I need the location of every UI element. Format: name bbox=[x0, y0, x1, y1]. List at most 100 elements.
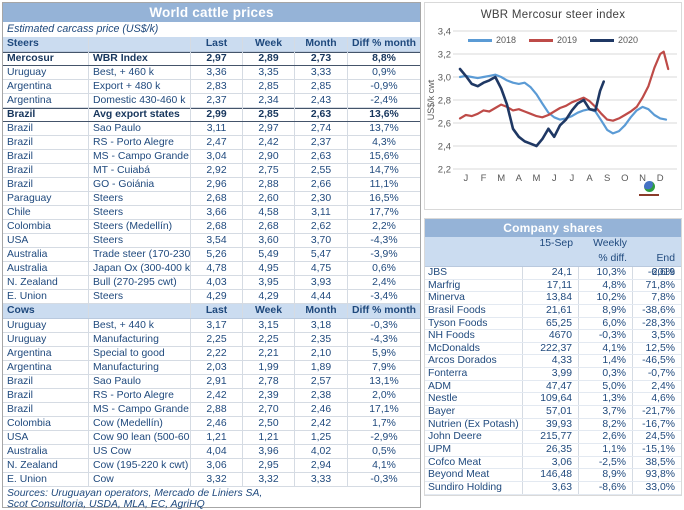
cell-month: 2,66 bbox=[295, 178, 348, 191]
cell-diff-month: -3,9% bbox=[370, 249, 398, 260]
cell-last: 3,17 bbox=[191, 319, 243, 332]
cell-diff-month: -4,3% bbox=[370, 235, 398, 246]
cell-company-name: Nestle bbox=[425, 393, 523, 406]
cell-country: USA bbox=[3, 234, 89, 247]
chart-plot-area: 2,22,42,62,83,03,23,4J F M A M J J A S O N DUS$/k c… bbox=[426, 27, 677, 184]
y-tick-label: 3,2 bbox=[438, 50, 451, 61]
cell-diff-month: 7,9% bbox=[372, 362, 396, 373]
cell-description: Cow (195-220 k cwt) bbox=[89, 459, 191, 472]
cell-description: GO - Goiánia bbox=[89, 178, 191, 191]
cell-weekly-diff: 0,3% bbox=[579, 368, 633, 380]
cell-month: 2,10 bbox=[295, 347, 348, 360]
cell-week: 2,21 bbox=[243, 347, 295, 360]
x-tick-label: M bbox=[497, 173, 505, 184]
section-name: Steers bbox=[3, 37, 89, 51]
cell-price: 21,61 bbox=[523, 304, 579, 317]
cell-diff-month: 15,6% bbox=[369, 151, 399, 162]
cell-diff-month: 16,5% bbox=[369, 193, 399, 204]
cell-last: 2,68 bbox=[191, 192, 243, 205]
cell-description: Sao Paulo bbox=[89, 122, 191, 135]
cell-month: 2,42 bbox=[295, 417, 348, 430]
cell-price: 57,01 bbox=[523, 406, 579, 418]
column-spacer bbox=[89, 37, 191, 51]
table-row: Brazil MS - Campo Grande 3,04 2,90 2,63 15,6% bbox=[3, 150, 420, 164]
y-tick-label: 3,0 bbox=[438, 73, 451, 84]
cell-description: Trade steer (170-230 k) bbox=[89, 248, 191, 261]
cell-weekly-diff: 4,1% bbox=[579, 342, 633, 355]
cell-end-2019: -21,7% bbox=[642, 406, 675, 418]
cell-end-2019: -0,7% bbox=[647, 368, 675, 380]
cell-last: 4,29 bbox=[191, 290, 243, 303]
cell-weekly-diff: 8,9% bbox=[579, 304, 633, 317]
legend-label-2018: 2018 bbox=[495, 35, 516, 45]
chart-title: WBR Mercosur steer index bbox=[480, 9, 626, 21]
cell-month: 2,35 bbox=[295, 333, 348, 346]
cell-diff-month: 0,9% bbox=[372, 67, 396, 78]
table-row: Brazil MT - Cuiabá 2,92 2,75 2,55 14,7% bbox=[3, 164, 420, 178]
table-row: Brazil Avg export states 2,99 2,85 2,63 13,6% bbox=[3, 108, 420, 122]
cell-weekly-diff: 1,3% bbox=[579, 393, 633, 406]
cell-diff-month: -3,4% bbox=[370, 291, 398, 302]
cell-price: 3,99 bbox=[523, 368, 579, 380]
cell-week: 2,60 bbox=[243, 192, 295, 205]
cell-country: Brazil bbox=[3, 375, 89, 388]
table-subtitle: Estimated carcass price (US$/k) bbox=[7, 23, 159, 35]
cell-diff-month: 17,7% bbox=[369, 207, 399, 218]
cell-last: 2,96 bbox=[191, 178, 243, 191]
cell-price: 24,1 bbox=[523, 267, 579, 279]
table-row: Australia Trade steer (170-230 k) 5,26 5,49… bbox=[3, 248, 420, 262]
cell-diff-month: 1,7% bbox=[372, 418, 396, 429]
company-row: Nestle 109,64 1,3% 4,6% bbox=[425, 393, 681, 407]
cell-company-name: Beyond Meat bbox=[425, 469, 523, 481]
company-shares-header: 15-Sep Weekly % diff. End 2019 bbox=[425, 237, 681, 278]
cell-weekly-diff: 8,9% bbox=[579, 469, 633, 481]
cell-description: Steers (Medellín) bbox=[89, 220, 191, 233]
cell-description: Manufacturing bbox=[89, 361, 191, 374]
cell-description: Sao Paulo bbox=[89, 375, 191, 388]
cell-description: Cow bbox=[89, 473, 191, 486]
cell-last: 2,91 bbox=[191, 375, 243, 388]
company-row: Nutrien (Ex Potash) 39,93 8,2% -16,7% bbox=[425, 418, 681, 432]
table-row: Brazil Sao Paulo 3,11 2,97 2,74 13,7% bbox=[3, 122, 420, 136]
cell-diff-month: 13,1% bbox=[369, 376, 399, 387]
cell-week: 2,97 bbox=[243, 122, 295, 135]
header-end-2019: End 2019 bbox=[651, 253, 675, 278]
table-row: Australia US Cow 4,04 3,96 4,02 0,5% bbox=[3, 445, 420, 459]
legend-item-2020: 2020 bbox=[590, 35, 638, 45]
cell-price: 3,63 bbox=[523, 481, 579, 494]
table-row: Chile Steers 3,66 4,58 3,11 17,7% bbox=[3, 206, 420, 220]
table-row: Colombia Steers (Medellín) 2,68 2,68 2,62 2,2… bbox=[3, 220, 420, 234]
logo-wordmark bbox=[639, 194, 659, 196]
column-header: Diff % month bbox=[351, 305, 417, 316]
cell-last: 3,36 bbox=[191, 66, 243, 79]
company-shares-table: Company shares 15-Sep Weekly % diff. End… bbox=[424, 218, 682, 496]
header-weekly-diff: Weekly % diff. bbox=[593, 238, 627, 264]
cell-month: 5,47 bbox=[295, 248, 348, 261]
column-header: Month bbox=[295, 37, 348, 51]
cell-last: 3,54 bbox=[191, 234, 243, 247]
cell-month: 2,46 bbox=[295, 403, 348, 416]
cell-description: Special to good bbox=[89, 347, 191, 360]
cell-diff-month: 8,8% bbox=[372, 53, 396, 64]
cell-diff-month: 0,6% bbox=[372, 263, 396, 274]
cell-company-name: John Deere bbox=[425, 431, 523, 443]
company-row: Brasil Foods 21,61 8,9% -38,6% bbox=[425, 304, 681, 318]
legend-label-2019: 2019 bbox=[556, 35, 578, 45]
cell-diff-month: 0,5% bbox=[372, 446, 396, 457]
sources-line-2: Scot Consultoria, USDA, MLA, EC, AgriHQ bbox=[7, 499, 205, 510]
table-row: N. Zealand Bull (270-295 cwt) 4,03 3,95 3,93… bbox=[3, 276, 420, 290]
cell-weekly-diff: 10,3% bbox=[579, 267, 633, 279]
cell-description: Domestic 430-460 k bbox=[89, 94, 191, 107]
column-header: Week bbox=[243, 37, 295, 51]
cell-diff-month: -4,3% bbox=[370, 334, 398, 345]
cell-company-name: JBS bbox=[425, 267, 523, 279]
cell-price: 17,11 bbox=[523, 279, 579, 292]
cell-month: 1,89 bbox=[295, 361, 348, 374]
cell-diff-month: 5,9% bbox=[372, 348, 396, 359]
cell-diff-month: 4,3% bbox=[372, 137, 396, 148]
cell-country: Argentina bbox=[3, 347, 89, 360]
cell-last: 2,83 bbox=[191, 80, 243, 93]
cell-month: 2,63 bbox=[295, 150, 348, 163]
series-line-2020 bbox=[458, 67, 605, 148]
cell-company-name: Nutrien (Ex Potash) bbox=[425, 418, 523, 431]
